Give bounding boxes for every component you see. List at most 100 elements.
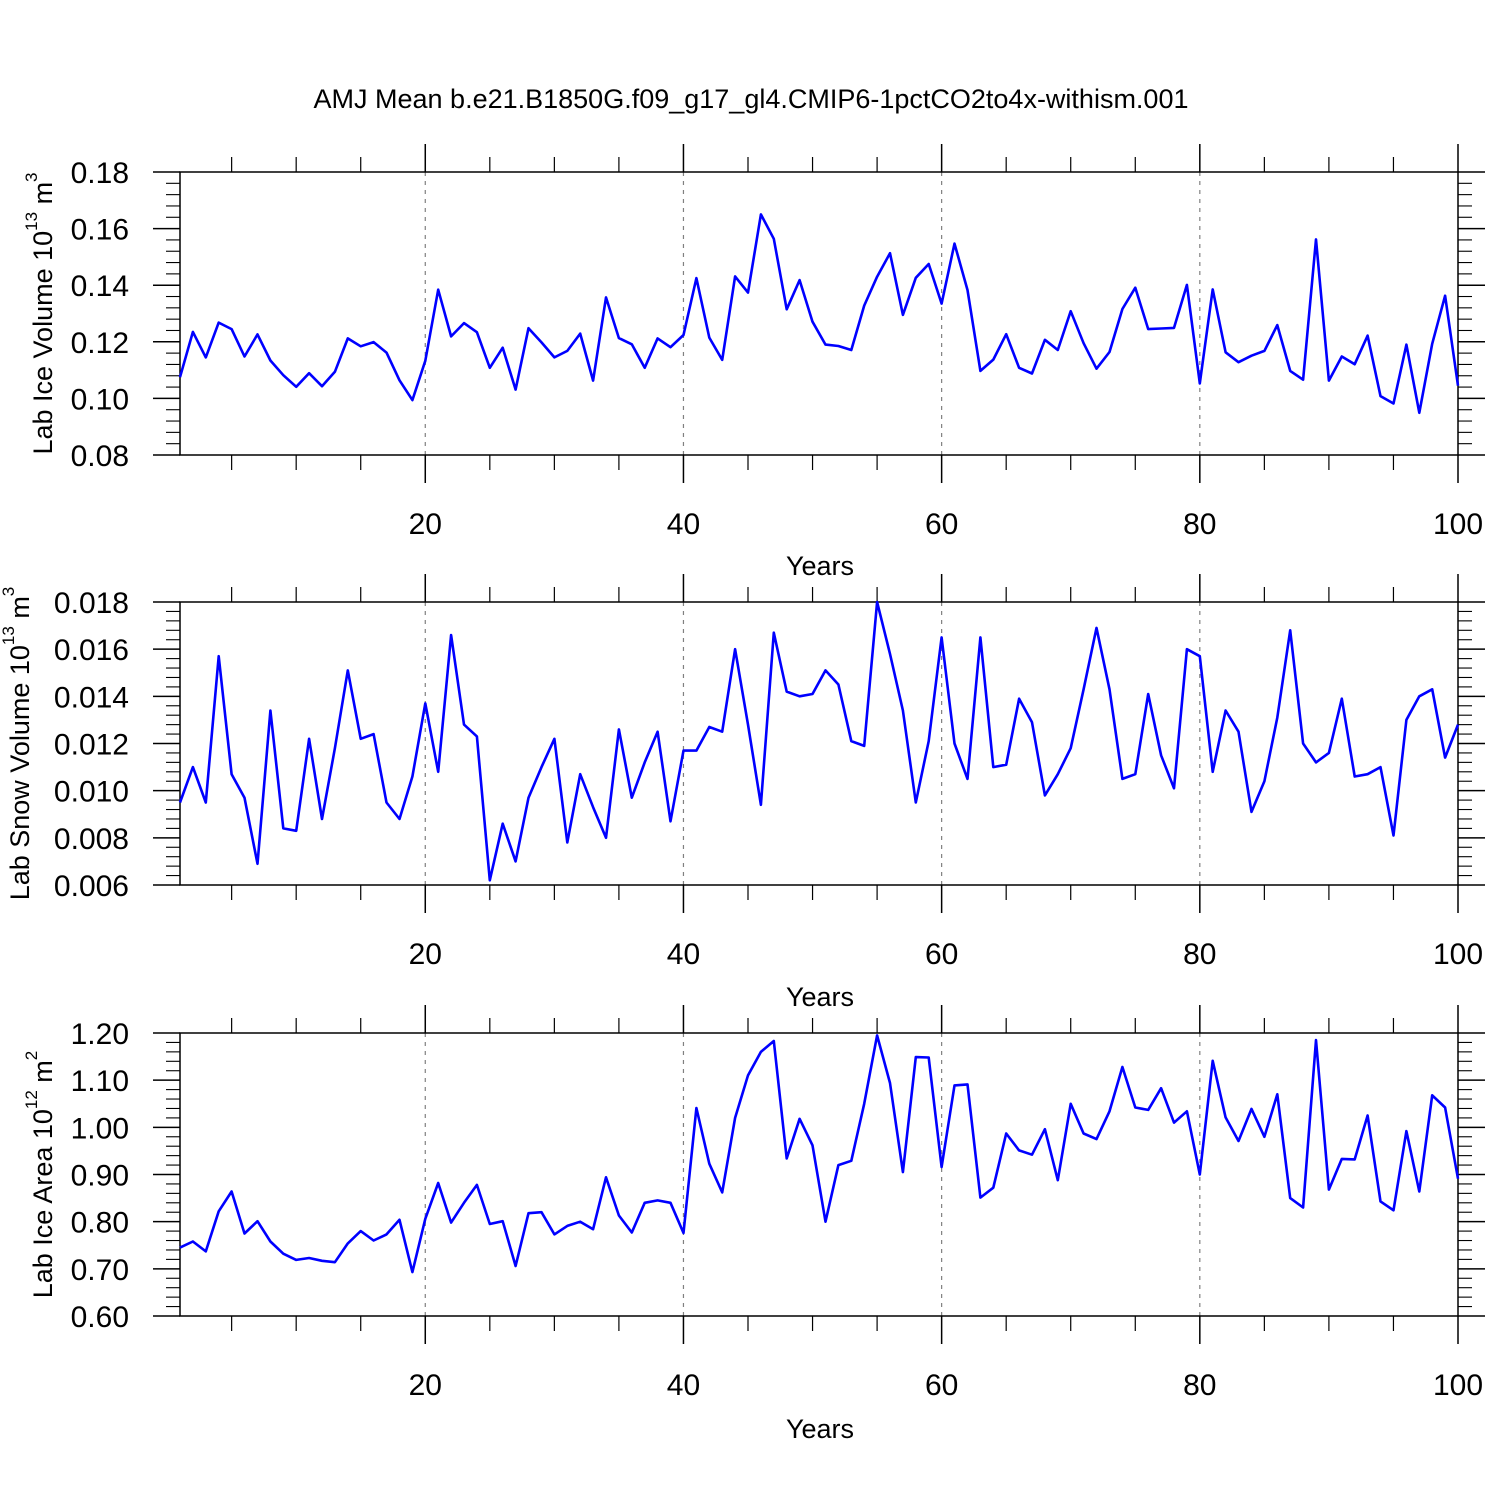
data-point [333,746,337,750]
data-point [1262,1135,1266,1139]
data-point [1211,770,1215,774]
data-point [1456,723,1460,727]
data-point [1237,730,1241,734]
data-point [359,737,363,741]
data-point [849,348,853,352]
data-point [346,336,350,340]
data-point [1327,1188,1331,1192]
data-point [217,654,221,658]
data-point [1379,394,1383,398]
data-point [423,359,427,363]
data-point [488,1222,492,1226]
x-tick-label: 100 [1433,1369,1483,1402]
data-point [1198,1173,1202,1177]
data-point [1211,1059,1215,1063]
y-tick-label: 0.016 [54,634,129,667]
data-point [1443,756,1447,760]
y-axis-label: Lab Ice Volume 1013 m3 [22,172,58,454]
y-tick-label: 1.00 [71,1112,129,1145]
data-point [410,398,414,402]
data-point [359,1229,363,1233]
data-point [501,346,505,350]
x-tick-label: 80 [1183,508,1216,541]
data-point [617,336,621,340]
data-point [707,725,711,729]
data-point [527,1211,531,1215]
data-point [217,321,221,325]
x-tick-label: 100 [1433,508,1483,541]
data-point [346,1241,350,1245]
data-point [1172,786,1176,790]
data-point [940,635,944,639]
data-point [1456,1177,1460,1181]
data-point [462,723,466,727]
data-point [514,1264,518,1268]
data-point [1120,777,1124,781]
data-point [1159,753,1163,757]
data-point [320,1259,324,1263]
data-point [1224,708,1228,712]
data-point [1430,687,1434,691]
data-point [694,1106,698,1110]
data-point [1249,1107,1253,1111]
data-point [1353,362,1357,366]
data-point [294,829,298,833]
y-axis-label: Lab Snow Volume 1013 m3 [0,587,35,901]
data-point [669,345,673,349]
data-point [1004,763,1008,767]
series-line [178,600,1460,882]
data-point [449,633,453,637]
data-point [268,1239,272,1243]
y-tick-label: 0.14 [71,270,129,303]
data-point [862,744,866,748]
data-point [965,1082,969,1086]
data-point [927,262,931,266]
data-point [243,1231,247,1235]
y-tick-label: 0.006 [54,870,129,903]
data-point [1340,697,1344,701]
x-tick-label: 60 [925,1369,958,1402]
data-point [552,737,556,741]
data-point [178,1246,182,1250]
data-point [372,732,376,736]
data-point [1211,287,1215,291]
data-point [1404,1129,1408,1133]
data-point [630,1231,634,1235]
data-point [643,1201,647,1205]
data-point [681,749,685,753]
data-point [643,366,647,370]
data-point [630,342,634,346]
data-point [488,366,492,370]
data-point [1095,626,1099,630]
data-point [1043,338,1047,342]
data-point [488,878,492,882]
data-point [578,332,582,336]
y-tick-label: 1.10 [71,1065,129,1098]
data-point [1030,371,1034,375]
data-point [694,276,698,280]
data-point [449,334,453,338]
data-point [836,683,840,687]
data-point [320,384,324,388]
data-point [759,212,763,216]
data-point [1069,1102,1073,1106]
data-point [965,777,969,781]
data-point [823,1220,827,1224]
data-point [397,378,401,382]
data-point [281,1252,285,1256]
data-point [785,1156,789,1160]
data-point [462,1201,466,1205]
data-point [1288,628,1292,632]
data-point [1391,401,1395,405]
data-point [914,276,918,280]
x-tick-label: 80 [1183,938,1216,971]
data-point [862,304,866,308]
data-point [1301,742,1305,746]
data-point [1198,654,1202,658]
data-point [397,817,401,821]
data-point [1430,342,1434,346]
y-tick-label: 0.014 [54,681,129,714]
data-point [1004,1131,1008,1135]
